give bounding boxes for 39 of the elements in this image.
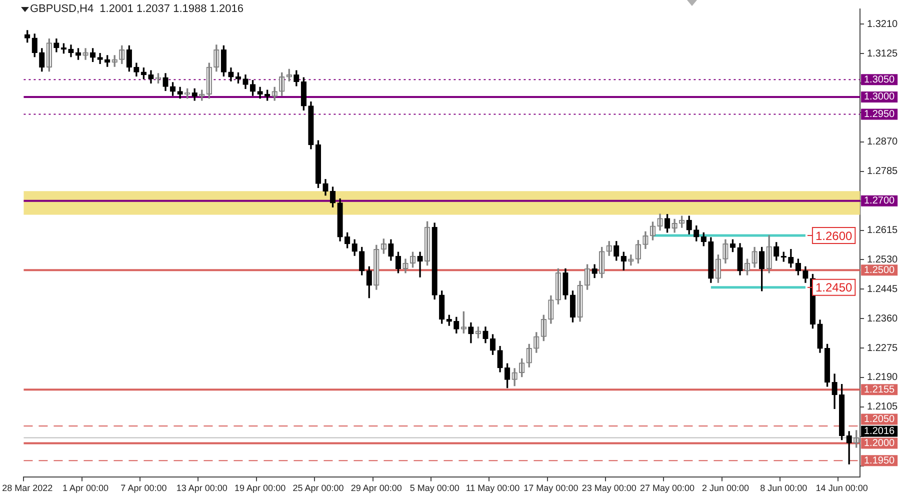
y-tick-label: 1.2275 <box>867 342 898 354</box>
x-tick-label: 29 Apr 00:00 <box>350 483 402 494</box>
chart-title: GBPUSD,H4 1.2001 1.2037 1.1988 1.2016 <box>30 3 244 15</box>
ref-line-label: 1.2000 <box>864 438 896 450</box>
x-tick-label: 28 Mar 2022 <box>2 483 53 494</box>
ref-line-label: 1.2050 <box>864 414 896 426</box>
x-tick-label: 11 May 00:00 <box>466 483 520 494</box>
y-tick-label: 1.2360 <box>867 313 898 324</box>
ref-line-label: 1.2016 <box>864 426 896 438</box>
ref-line-label: 1.2700 <box>864 196 896 207</box>
y-tick-label: 1.2190 <box>867 372 898 384</box>
ref-line-label: 1.2950 <box>864 109 896 120</box>
x-tick-label: 27 May 00:00 <box>640 483 695 494</box>
y-tick-label: 1.2785 <box>867 166 898 178</box>
y-tick-label: 1.2615 <box>867 225 898 236</box>
series-label: 1.2450 <box>815 280 852 295</box>
y-tick-label: 1.2445 <box>867 284 898 295</box>
x-tick-label: 25 Apr 00:00 <box>292 483 344 494</box>
x-tick-label: 7 Apr 00:00 <box>120 483 167 494</box>
ref-line-label: 1.2155 <box>864 384 896 396</box>
x-tick-label: 19 Apr 00:00 <box>234 483 286 494</box>
y-tick-label: 1.3125 <box>867 48 898 60</box>
x-tick-label: 23 May 00:00 <box>582 483 636 494</box>
ref-line-label: 1.2500 <box>864 264 896 276</box>
y-tick-label: 1.2870 <box>867 136 898 148</box>
ref-line-label: 1.3000 <box>864 92 896 103</box>
x-tick-label: 17 May 00:00 <box>524 483 578 494</box>
x-tick-label: 1 Apr 00:00 <box>62 483 109 494</box>
ref-line-label: 1.1950 <box>864 455 896 466</box>
x-tick-label: 2 Jun 00:00 <box>702 483 749 494</box>
x-tick-label: 8 Jun 00:00 <box>760 483 808 494</box>
y-tick-label: 1.2530 <box>867 254 898 266</box>
ref-line-label: 1.3050 <box>864 74 896 86</box>
series-label: 1.2600 <box>815 228 852 243</box>
x-tick-label: 5 May 00:00 <box>410 483 460 494</box>
x-tick-label: 13 Apr 00:00 <box>176 483 228 494</box>
y-tick-label: 1.3210 <box>867 18 898 30</box>
y-tick-label: 1.2105 <box>867 402 898 413</box>
x-tick-label: 14 Jun 00:00 <box>816 483 868 494</box>
